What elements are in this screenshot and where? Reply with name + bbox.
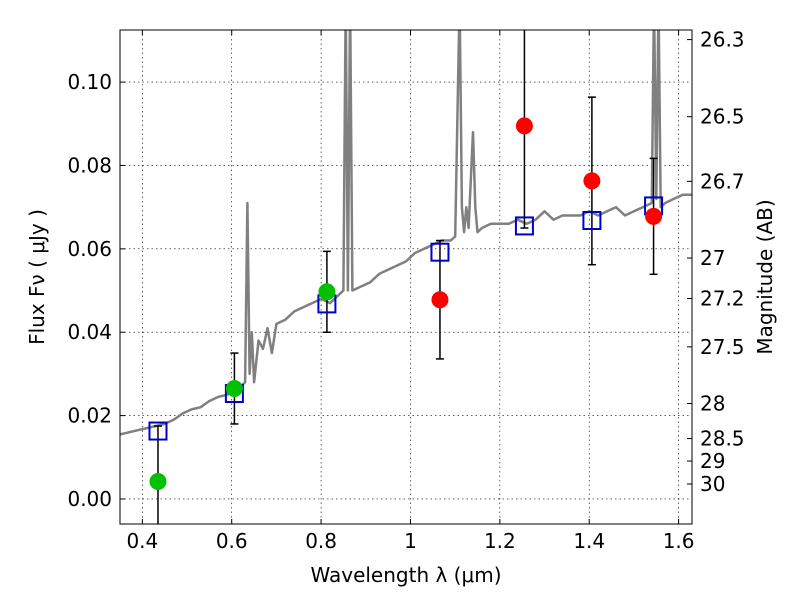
right-tick-label: 26.5 — [700, 105, 745, 129]
right-tick-label: 26.7 — [700, 169, 745, 193]
y-axis-label: Flux Fν ( μJy ) — [25, 209, 49, 345]
data-point — [645, 207, 663, 225]
y-tick-label: 0.02 — [67, 404, 112, 428]
x-tick-label: 1 — [404, 529, 417, 553]
ticks — [120, 30, 692, 524]
y-tick-label: 0.08 — [67, 153, 112, 177]
x-tick-label: 1.4 — [573, 529, 605, 553]
model-photometry-square — [514, 216, 534, 236]
x-tick-label: 0.8 — [305, 529, 337, 553]
right-tick-label: 27.5 — [700, 335, 745, 359]
x-axis-label: Wavelength λ (μm) — [310, 563, 501, 587]
right-tick-label: 28.5 — [700, 427, 745, 451]
data-point — [225, 380, 243, 398]
error-bars — [153, 30, 658, 524]
data-point — [583, 172, 601, 190]
y-tick-label: 0.00 — [67, 487, 112, 511]
y-tick-label: 0.06 — [67, 237, 112, 261]
plot-frame — [119, 29, 693, 525]
x-tick-label: 1.6 — [663, 529, 695, 553]
data-point — [149, 472, 167, 490]
model-photometry-squares — [148, 196, 664, 441]
model-spectrum-layer — [120, 30, 692, 436]
model-photometry-square — [148, 421, 168, 441]
spectrum-line — [120, 30, 692, 436]
right-axis-label: Magnitude (AB) — [753, 199, 777, 354]
grid — [120, 30, 692, 524]
right-tick-label: 28 — [700, 392, 725, 416]
y-tick-label: 0.04 — [67, 320, 112, 344]
data-point — [515, 117, 533, 135]
y-tick-label: 0.10 — [67, 70, 112, 94]
x-tick-label: 0.6 — [216, 529, 248, 553]
right-tick-label: 29 — [700, 449, 725, 473]
right-tick-label: 27.2 — [700, 286, 745, 310]
data-point — [431, 291, 449, 309]
x-tick-label: 1.2 — [484, 529, 516, 553]
model-photometry-square — [430, 242, 450, 262]
right-tick-label: 26.3 — [700, 28, 745, 52]
data-point — [318, 283, 336, 301]
model-photometry-square — [582, 211, 602, 231]
observed-points — [149, 117, 663, 490]
right-tick-label: 30 — [700, 472, 725, 496]
x-tick-label: 0.4 — [126, 529, 158, 553]
right-tick-label: 27 — [700, 246, 725, 270]
tick-labels: 0.4 0.6 0.8 1 1.2 1.4 1.6 0.00 0.02 0.04 0.06 0.08 0… — [67, 28, 744, 553]
